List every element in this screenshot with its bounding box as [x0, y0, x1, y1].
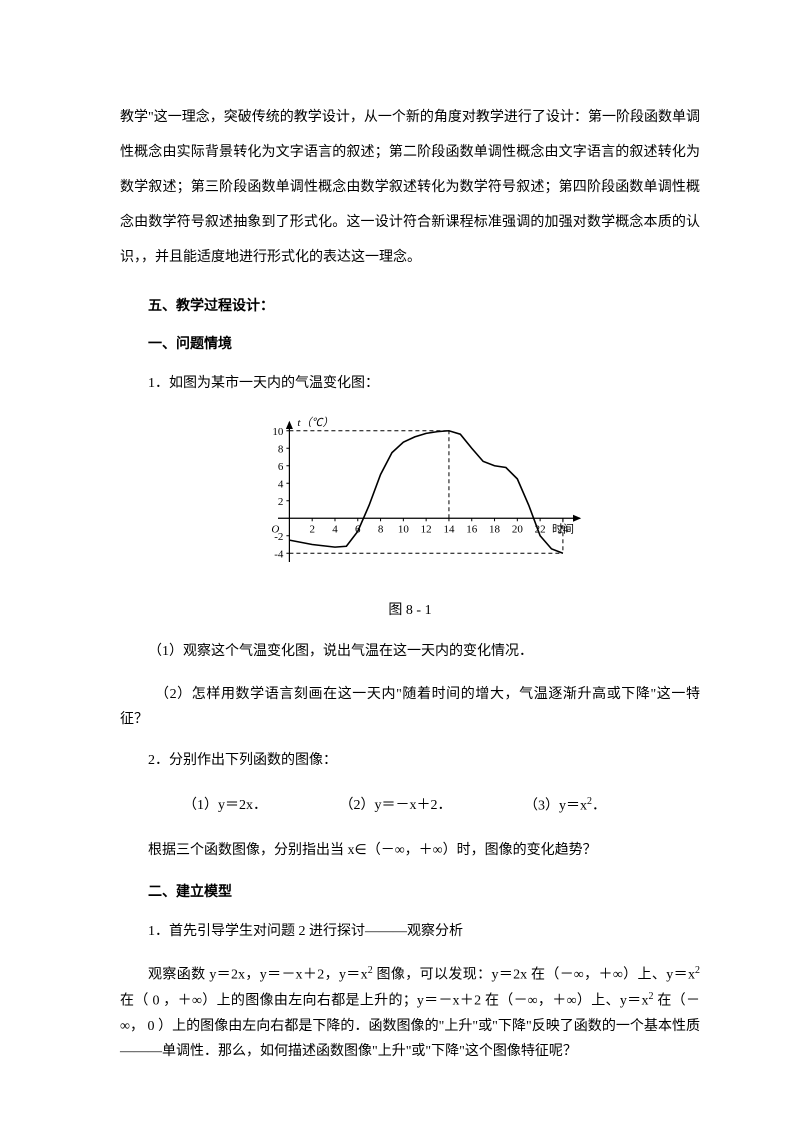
q1-sub2: （2）怎样用数学语言刻画在这一天内"随着时间的增大，气温逐渐升高或下降"这一特征… — [120, 682, 700, 732]
svg-text:8: 8 — [378, 523, 384, 535]
svg-text:4: 4 — [332, 523, 338, 535]
q2-equations: （1）y＝2x． （2）y＝－x＋2． （3）y＝x2． — [127, 791, 700, 822]
q1-intro: 1．如图为某市一天内的气温变化图： — [120, 369, 700, 400]
svg-text:O: O — [271, 523, 279, 535]
chart-caption: 图 8 - 1 — [120, 599, 700, 619]
q2-intro: 2．分别作出下列函数的图像： — [120, 746, 700, 777]
model-q1: 1．首先引导学生对问题 2 进行探讨———观察分析 — [120, 917, 700, 948]
q1-sub1: （1）观察这个气温变化图，说出气温在这一天内的变化情况． — [120, 637, 700, 668]
svg-text:2: 2 — [309, 523, 315, 535]
svg-text:14: 14 — [443, 523, 455, 535]
svg-text:18: 18 — [489, 523, 501, 535]
eq1: （1）y＝2x． — [155, 791, 267, 822]
svg-text:2: 2 — [278, 496, 284, 508]
svg-text:20: 20 — [512, 523, 524, 535]
temperature-chart: -4-224681024681012141618202224t（℃）时间O — [120, 414, 700, 589]
svg-text:12: 12 — [421, 523, 432, 535]
svg-text:-4: -4 — [274, 548, 284, 560]
model-p1: 观察函数 y＝2x，y＝－x＋2，y＝x2 图像，可以发现：y＝2x 在（－∞，… — [120, 962, 700, 1064]
svg-text:t（℃）: t（℃） — [297, 416, 333, 429]
section-2-title: 二、建立模型 — [120, 881, 700, 901]
heading-5: 五、教学过程设计： — [120, 295, 700, 315]
svg-text:16: 16 — [466, 523, 478, 535]
eq3: （3）y＝x2． — [496, 791, 606, 822]
svg-text:4: 4 — [278, 478, 284, 490]
svg-text:6: 6 — [278, 461, 284, 473]
eq2: （2）y＝－x＋2． — [312, 791, 452, 822]
intro-paragraph: 教学"这一理念，突破传统的教学设计，从一个新的角度对教学进行了设计：第一阶段函数… — [120, 100, 700, 275]
svg-text:10: 10 — [398, 523, 410, 535]
q2-tail: 根据三个函数图像，分别指出当 x∈（－∞，＋∞）时，图像的变化趋势？ — [120, 836, 700, 867]
svg-text:8: 8 — [278, 443, 284, 455]
section-1-title: 一、问题情境 — [120, 333, 700, 353]
svg-text:10: 10 — [272, 426, 284, 438]
temperature-chart-svg: -4-224681024681012141618202224t（℃）时间O — [230, 414, 590, 584]
